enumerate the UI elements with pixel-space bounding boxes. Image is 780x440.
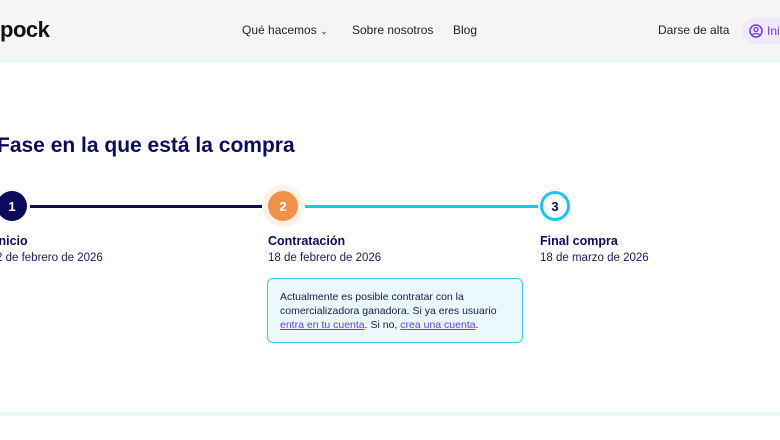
step-3-label: Final compra — [540, 234, 618, 248]
page-title: Fase en la que está la compra — [0, 134, 295, 157]
signup-link[interactable]: Darse de alta — [658, 23, 730, 37]
nav-sobre-nosotros[interactable]: Sobre nosotros — [352, 23, 434, 37]
nav-blog[interactable]: Blog — [453, 23, 478, 37]
progress-line-completed — [30, 205, 262, 208]
step-2-label: Contratación — [268, 234, 346, 248]
step-1-marker: 1 — [0, 191, 27, 221]
info-text: . Si no, — [364, 319, 401, 331]
step-2-marker: 2 — [268, 191, 298, 221]
login-label: Ini — [767, 24, 780, 38]
login-button[interactable]: Ini — [742, 18, 780, 44]
step-2-date: 18 de febrero de 2026 — [268, 252, 382, 264]
nav-que-hacemos[interactable]: Qué hacemos ⌄ — [242, 23, 328, 37]
header: pock Qué hacemos ⌄ Sobre nosotros Blog D… — [0, 0, 780, 62]
info-text: . — [475, 319, 479, 331]
section-divider — [0, 412, 780, 416]
create-account-link[interactable]: crea una cuenta — [400, 319, 476, 331]
info-text: Actualmente es posible contratar con la … — [280, 291, 497, 317]
logo[interactable]: pock — [0, 17, 50, 42]
login-link[interactable]: entra en tu cuenta — [280, 319, 365, 331]
info-box: Actualmente es posible contratar con la … — [267, 278, 523, 343]
step-1-date: 2 de febrero de 2026 — [0, 252, 103, 264]
step-3-date: 18 de marzo de 2026 — [540, 252, 649, 264]
step-3-marker: 3 — [540, 191, 570, 221]
progress-line-pending — [305, 205, 538, 208]
chevron-down-icon: ⌄ — [320, 26, 328, 36]
step-1-label: Inicio — [0, 234, 28, 248]
user-icon — [749, 24, 763, 38]
nav-label: Qué hacemos — [242, 23, 317, 37]
